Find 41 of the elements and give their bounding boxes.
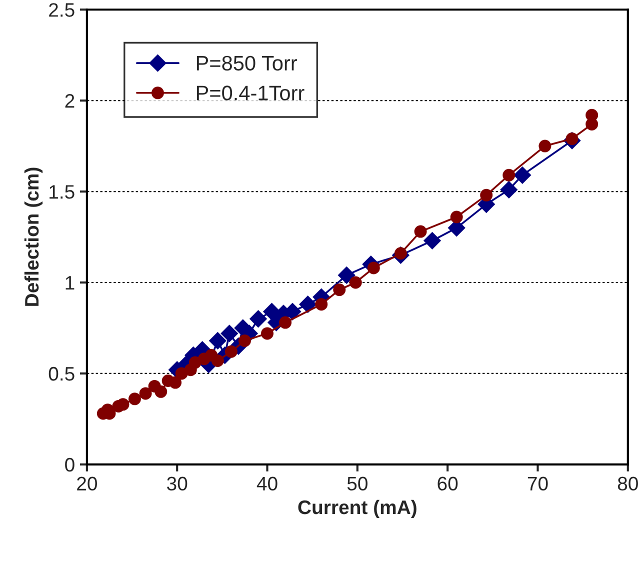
x-tick-label: 60 (438, 476, 458, 491)
point (169, 376, 182, 389)
x-tick-label: 50 (347, 476, 368, 491)
point (450, 210, 463, 224)
y-tick-label: 2.5 (49, 3, 74, 17)
point (333, 284, 346, 296)
point (500, 181, 518, 198)
point (261, 327, 274, 340)
y-tick-label: 2 (65, 94, 74, 108)
point (414, 225, 427, 238)
point (538, 140, 552, 152)
point (220, 324, 238, 342)
x-tick-label: 70 (528, 476, 548, 491)
point (514, 166, 531, 184)
point (139, 387, 152, 400)
x-tick-label: 40 (256, 476, 278, 491)
point (128, 392, 141, 406)
legend-label: P=850 Torr (196, 56, 298, 71)
y-tick-label: 0 (65, 458, 74, 472)
point (424, 232, 441, 250)
point (338, 266, 356, 284)
y-tick-label: 1.5 (50, 185, 74, 199)
point (502, 168, 516, 182)
point (315, 298, 328, 311)
x-axis-title: Current (mA) (298, 500, 416, 518)
x-tick-label: 80 (618, 476, 638, 491)
point (480, 188, 493, 202)
point (349, 276, 362, 289)
point (209, 332, 226, 350)
point (211, 354, 224, 367)
point (299, 296, 316, 313)
point (250, 310, 267, 328)
point (154, 385, 168, 398)
y-tick-label: 0.5 (48, 366, 74, 381)
legend-label: P=0.4-1Torr (196, 86, 304, 100)
y-tick-label: 1 (66, 276, 74, 290)
x-tick-label: 20 (77, 476, 97, 491)
x-tick-label: 30 (167, 476, 188, 491)
point (279, 316, 292, 329)
point (586, 108, 598, 122)
y-axis-title: Deflection (cm) (24, 168, 43, 306)
